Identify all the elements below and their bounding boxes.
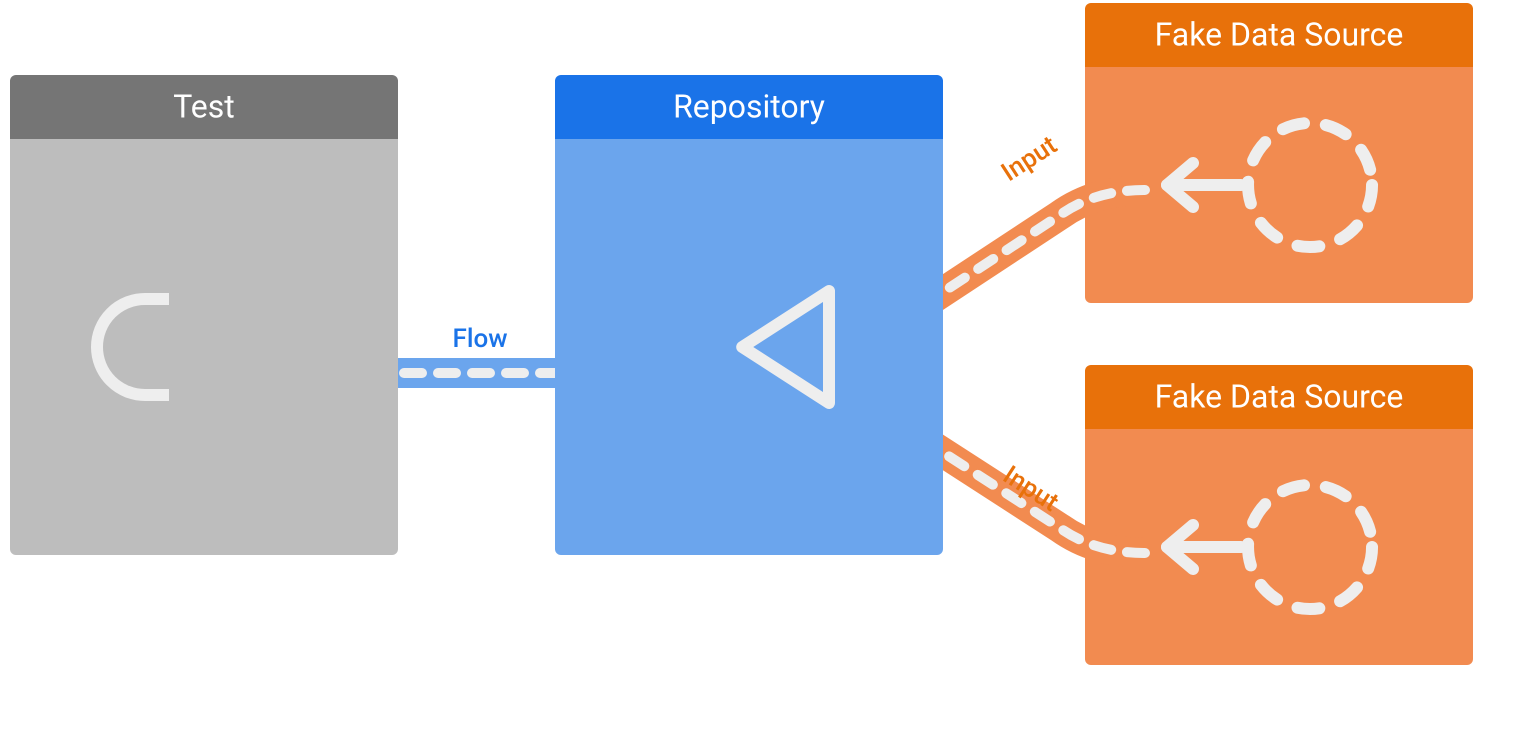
node-fake1-label: Fake Data Source	[1155, 15, 1404, 53]
node-repository: Repository	[555, 75, 943, 555]
diagram-canvas: Fake Data SourceFake Data SourceInputInp…	[0, 0, 1515, 737]
edge-input1-label: Input	[996, 130, 1062, 188]
node-test-label: Test	[173, 87, 235, 125]
node-fake2-label: Fake Data Source	[1155, 377, 1404, 415]
node-repository-label: Repository	[673, 87, 825, 125]
node-test: Test	[10, 75, 398, 555]
node-fake1: Fake Data Source	[1085, 3, 1473, 303]
edge-flow-label: Flow	[453, 324, 508, 354]
node-fake2: Fake Data Source	[1085, 365, 1473, 665]
